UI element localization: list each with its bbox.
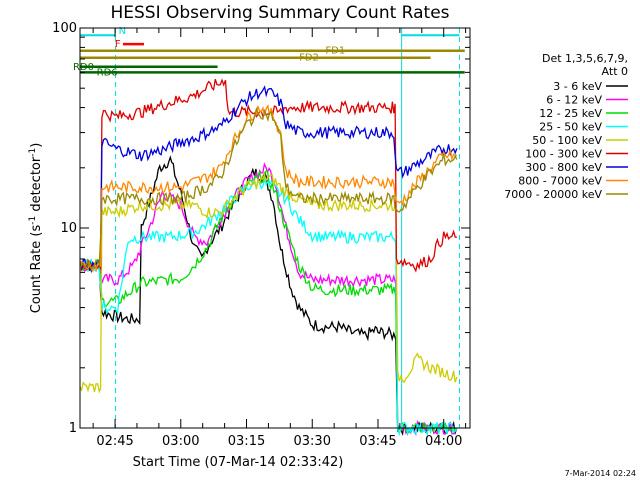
legend-header-line-1: Det 1,3,5,6,7,9, [542,52,628,65]
x-tick-label: 02:45 [96,434,133,449]
legend-label-12-25-kev: 12 - 25 keV [539,107,602,120]
legend-label-800-7000-kev: 800 - 7000 keV [518,175,602,188]
series-line-50-100-kev [79,171,458,394]
series-line-300-800-kev [79,85,458,273]
series-line-100-300-kev [79,78,457,273]
x-tick-label: 03:15 [228,434,265,449]
legend-label-3-6-kev: 3 - 6 keV [553,80,602,93]
state-label-rd0: RD0 [73,62,94,73]
y-tick-label: 100 [52,21,77,36]
series-line-12-25-kev [79,170,457,436]
legend-header-line-2: Att 0 [602,65,628,78]
series-lines [79,78,458,437]
series-line-7000-20000-kev [79,107,458,270]
state-label-fd2: FD2 [299,53,319,64]
series-line-3-6-kev [79,155,458,436]
legend-label-50-100-kev: 50 - 100 keV [532,134,602,147]
instrument-boundary-lines [79,28,460,428]
y-tick-label: 10 [60,221,77,236]
legend-label-25-50-kev: 25 - 50 keV [539,121,602,134]
chart-title: HESSI Observing Summary Count Rates [110,3,449,23]
legend-label-300-800-kev: 300 - 800 keV [525,161,602,174]
legend-label-100-300-kev: 100 - 300 keV [525,148,602,161]
series-line-25-50-kev [79,177,458,437]
x-tick-label: 03:00 [162,434,199,449]
x-tick-label: 04:00 [425,434,462,449]
x-tick-label: 03:30 [294,434,331,449]
state-label-f: F [115,39,121,50]
y-tick-label: 1 [69,421,77,436]
legend-label-7000-20000-kev: 7000 - 20000 keV [504,188,602,201]
x-axis-label: Start Time (07-Mar-14 02:33:42) [133,455,344,470]
generation-timestamp: 7-Mar-2014 02:24 [565,469,636,478]
axis-ticks: 100 10 1 02:45 03:00 03:15 03:30 03:45 04:00 [52,21,470,449]
state-label-rd6: RD6 [97,67,118,78]
series-line-6-12-kev [79,162,458,436]
legend-label-6-12-kev: 6 - 12 keV [546,94,602,107]
state-label-fd1: FD1 [325,46,345,57]
x-tick-label: 03:45 [359,434,396,449]
state-label-n: N [119,26,126,37]
plot-frame [79,27,471,429]
series-line-800-7000-kev [79,104,458,273]
y-axis-label: Count Rate (s-1 detector-1) [28,143,44,314]
